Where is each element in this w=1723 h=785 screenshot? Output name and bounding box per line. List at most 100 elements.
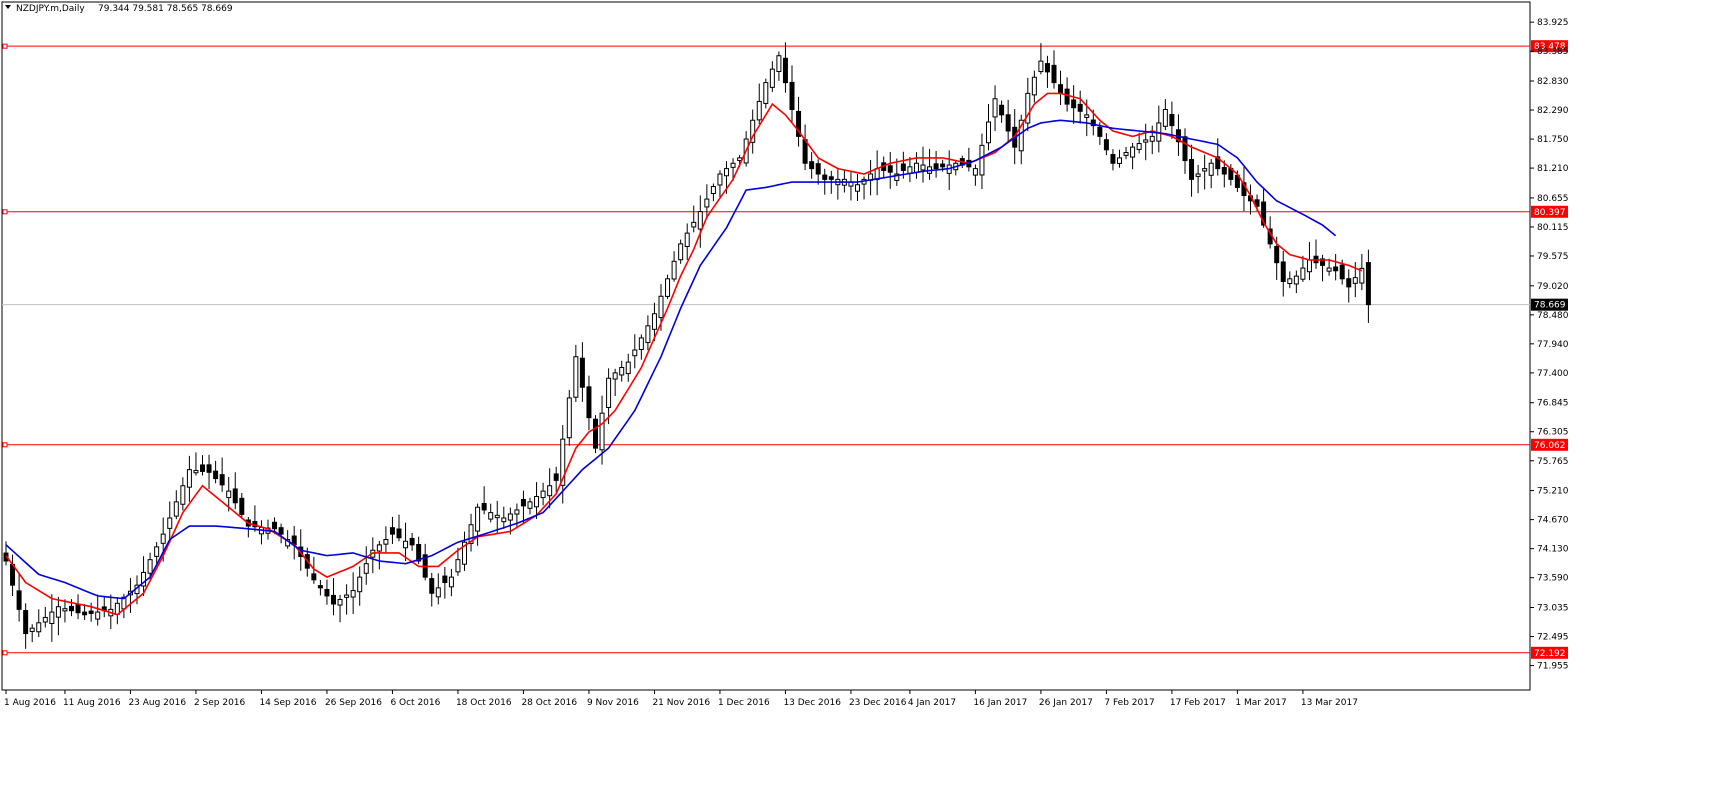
candle	[1280, 250, 1286, 297]
candle	[691, 205, 697, 233]
candle	[180, 477, 186, 511]
candle-body	[671, 260, 677, 280]
x-tick-label: 13 Mar 2017	[1301, 698, 1358, 708]
candle	[710, 183, 716, 202]
candle-body	[193, 470, 199, 474]
candle-body	[1044, 63, 1050, 73]
candle-body	[1261, 201, 1267, 226]
candle	[1221, 160, 1227, 188]
ohlc-values: 79.344 79.581 78.565 78.669	[98, 4, 233, 14]
current-price-label: 78.669	[1534, 301, 1566, 311]
candle-body	[920, 164, 926, 171]
candle	[278, 523, 284, 544]
y-tick-label: 72.495	[1537, 633, 1569, 643]
candle-body	[638, 337, 644, 350]
price-axis: 83.478 80.397 76.062 72.192 78.669 83.925 83.3…	[1530, 18, 1569, 672]
x-tick-label: 17 Feb 2017	[1170, 698, 1226, 708]
candle	[481, 486, 487, 515]
candle-body	[1058, 84, 1064, 94]
candle	[141, 556, 147, 596]
candle	[756, 83, 762, 125]
candle	[593, 415, 598, 454]
x-tick-label: 18 Oct 2016	[456, 698, 512, 708]
y-tick-label: 73.035	[1537, 603, 1569, 613]
candle-body	[540, 490, 546, 499]
candle	[527, 497, 533, 515]
level-handle	[2, 43, 8, 49]
candle-body	[363, 563, 369, 574]
candle-body	[1221, 167, 1227, 175]
candle	[206, 454, 212, 490]
dropdown-triangle-icon[interactable]	[5, 5, 11, 9]
y-tick-label: 73.590	[1537, 574, 1569, 584]
candle-body	[200, 464, 205, 472]
candle-body	[324, 588, 330, 597]
candle	[173, 490, 179, 520]
candle-body	[619, 367, 625, 376]
candle-body	[1136, 143, 1142, 150]
candle-body	[1025, 92, 1031, 124]
candle-body	[1189, 159, 1195, 180]
candle	[717, 170, 723, 198]
x-tick-label: 1 Aug 2016	[4, 698, 56, 708]
candle	[651, 302, 657, 342]
candle	[154, 542, 160, 564]
y-tick-label: 82.830	[1537, 77, 1569, 87]
candle	[769, 61, 775, 92]
candle-body	[1071, 99, 1077, 109]
y-tick-label: 75.765	[1537, 457, 1569, 467]
x-tick-label: 21 Nov 2016	[652, 698, 710, 708]
candle	[1136, 132, 1142, 154]
candle	[619, 360, 625, 382]
candle-body	[350, 590, 356, 598]
candle	[704, 184, 710, 219]
candle-body	[488, 512, 494, 520]
candle-body	[448, 576, 454, 588]
candle-body	[894, 173, 900, 181]
candle	[507, 507, 513, 535]
level-price-tag	[1531, 40, 1568, 53]
candle	[933, 150, 939, 178]
candle-body	[95, 611, 101, 620]
y-tick-label: 78.480	[1537, 311, 1569, 321]
candle-body	[1169, 114, 1175, 127]
candle-body	[599, 412, 605, 451]
y-tick-label: 80.655	[1537, 194, 1569, 204]
candle-body	[566, 397, 572, 439]
candle-body	[1293, 275, 1299, 285]
candle-body	[606, 377, 612, 408]
candle	[579, 342, 585, 402]
candle-body	[160, 533, 166, 544]
x-tick-label: 28 Oct 2016	[521, 698, 577, 708]
candle-body	[481, 502, 487, 511]
candle	[678, 239, 684, 264]
candle-body	[1306, 259, 1312, 273]
candle-body	[416, 544, 422, 562]
candle	[1333, 253, 1339, 281]
candle-body	[475, 506, 481, 532]
candle	[992, 85, 998, 131]
level-price-label: 76.062	[1534, 441, 1566, 451]
candle	[311, 556, 317, 584]
candle-body	[1090, 119, 1096, 127]
candle-body	[49, 611, 55, 624]
candle-body	[776, 55, 782, 72]
x-tick-label: 11 Aug 2016	[63, 698, 121, 708]
candle-body	[55, 606, 61, 618]
candle-body	[278, 527, 284, 535]
candle-body	[376, 544, 382, 552]
candle	[1287, 271, 1293, 289]
candle-body	[272, 521, 278, 530]
candle	[887, 151, 893, 189]
candle-body	[389, 527, 395, 535]
level-price-tag	[1531, 205, 1568, 218]
y-tick-label: 80.115	[1537, 223, 1569, 233]
candle	[1346, 269, 1352, 303]
candle-body	[684, 232, 690, 247]
candle	[396, 514, 402, 542]
candle	[462, 531, 467, 571]
candle	[62, 599, 68, 623]
candle-body	[239, 497, 245, 515]
